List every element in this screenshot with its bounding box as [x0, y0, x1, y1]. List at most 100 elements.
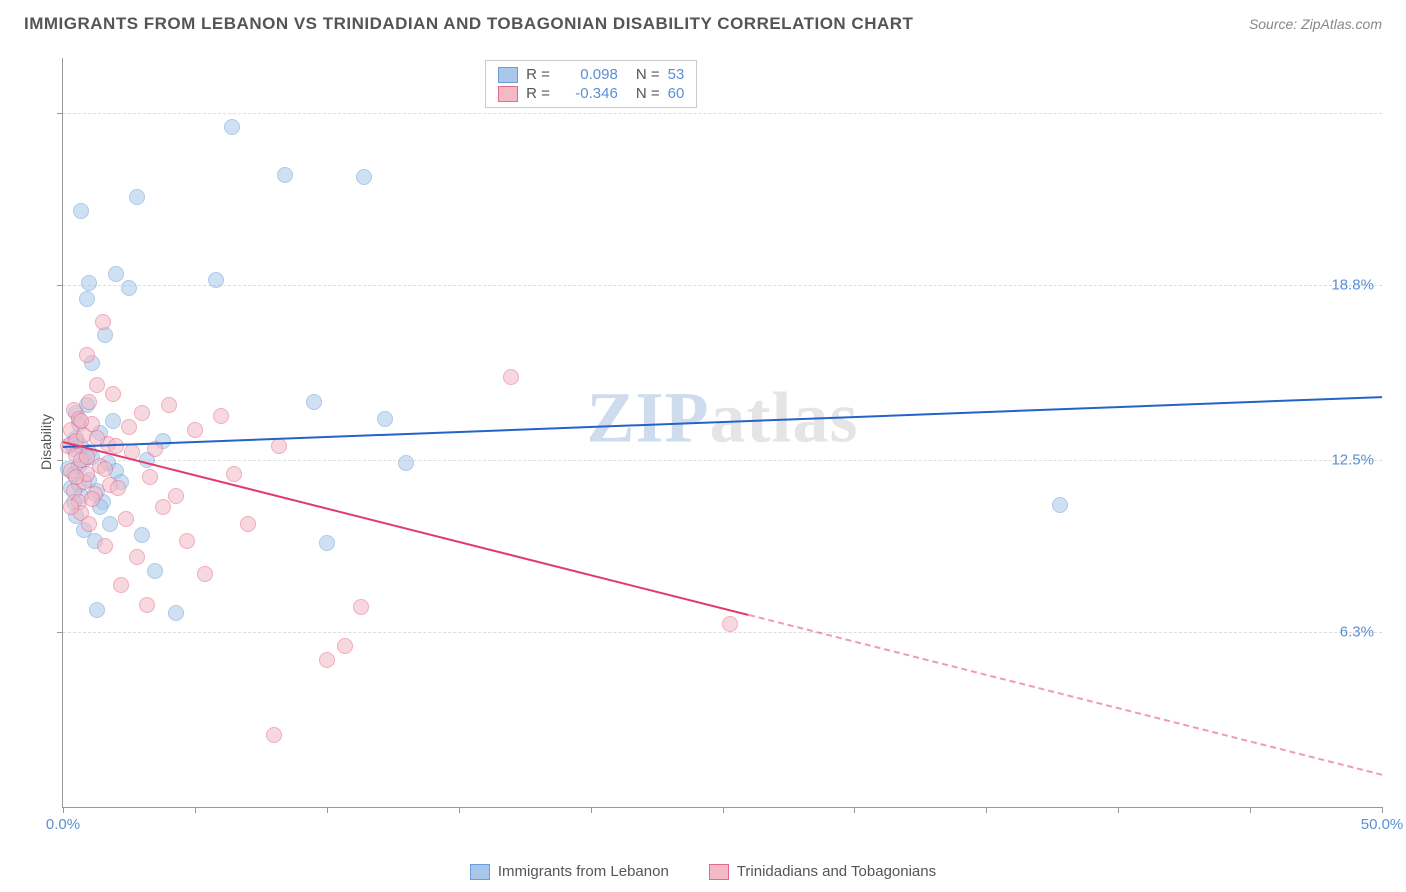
- x-tick: [195, 807, 196, 813]
- data-point: [73, 413, 89, 429]
- data-point: [356, 169, 372, 185]
- legend-swatch: [470, 864, 490, 880]
- data-point: [121, 419, 137, 435]
- x-tick: [854, 807, 855, 813]
- x-tick: [591, 807, 592, 813]
- legend-r-value: -0.346: [558, 85, 618, 102]
- data-point: [168, 488, 184, 504]
- y-tick-label: 12.5%: [1331, 452, 1374, 469]
- data-point: [213, 408, 229, 424]
- data-point: [121, 280, 137, 296]
- y-tick: [57, 632, 63, 633]
- data-point: [110, 480, 126, 496]
- gridline: [63, 113, 1382, 114]
- data-point: [503, 369, 519, 385]
- correlation-legend: R = 0.098 N = 53 R = -0.346 N = 60: [485, 60, 697, 108]
- data-point: [97, 327, 113, 343]
- x-tick: [459, 807, 460, 813]
- data-point: [134, 527, 150, 543]
- data-point: [68, 469, 84, 485]
- legend-item: Immigrants from Lebanon: [470, 863, 669, 880]
- x-tick: [63, 807, 64, 813]
- x-tick: [986, 807, 987, 813]
- data-point: [134, 405, 150, 421]
- gridline: [63, 285, 1382, 286]
- data-point: [102, 516, 118, 532]
- data-point: [337, 638, 353, 654]
- legend-r-label: R =: [526, 66, 550, 83]
- data-point: [319, 535, 335, 551]
- trend-line: [749, 614, 1383, 776]
- data-point: [79, 291, 95, 307]
- data-point: [197, 566, 213, 582]
- y-tick: [57, 113, 63, 114]
- y-tick: [57, 285, 63, 286]
- data-point: [63, 499, 79, 515]
- chart-container: Disability ZIPatlas R =0.098N =53R =-0.3…: [24, 48, 1382, 836]
- data-point: [277, 167, 293, 183]
- y-tick-label: 6.3%: [1340, 624, 1374, 641]
- gridline: [63, 460, 1382, 461]
- data-point: [118, 511, 134, 527]
- legend-n-label: N =: [636, 85, 660, 102]
- legend-row: R = -0.346 N = 60: [498, 84, 684, 103]
- legend-n-label: N =: [636, 66, 660, 83]
- x-tick: [1118, 807, 1119, 813]
- data-point: [89, 377, 105, 393]
- x-tick: [327, 807, 328, 813]
- series-legend: Immigrants from Lebanon Trinidadians and …: [0, 863, 1406, 880]
- y-tick: [57, 460, 63, 461]
- data-point: [113, 577, 129, 593]
- legend-swatch: [498, 86, 518, 102]
- data-point: [89, 602, 105, 618]
- x-tick-label: 50.0%: [1361, 816, 1404, 833]
- data-point: [81, 516, 97, 532]
- data-point: [179, 533, 195, 549]
- data-point: [168, 605, 184, 621]
- legend-r-value: 0.098: [558, 66, 618, 83]
- data-point: [129, 549, 145, 565]
- x-tick: [1250, 807, 1251, 813]
- data-point: [142, 469, 158, 485]
- data-point: [266, 727, 282, 743]
- data-point: [187, 422, 203, 438]
- data-point: [377, 411, 393, 427]
- data-point: [224, 119, 240, 135]
- legend-n-value: 60: [668, 85, 685, 102]
- plot-area: ZIPatlas R =0.098N =53R =-0.346N =60 6.3…: [62, 58, 1382, 808]
- legend-n-value: 53: [668, 66, 685, 83]
- gridline: [63, 632, 1382, 633]
- data-point: [105, 413, 121, 429]
- legend-swatch: [709, 864, 729, 880]
- data-point: [108, 266, 124, 282]
- data-point: [81, 394, 97, 410]
- data-point: [105, 386, 121, 402]
- x-tick: [1382, 807, 1383, 813]
- data-point: [97, 461, 113, 477]
- data-point: [97, 538, 113, 554]
- legend-swatch: [498, 67, 518, 83]
- data-point: [226, 466, 242, 482]
- data-point: [129, 189, 145, 205]
- data-point: [95, 314, 111, 330]
- data-point: [208, 272, 224, 288]
- x-tick-label: 0.0%: [46, 816, 80, 833]
- data-point: [398, 455, 414, 471]
- data-point: [306, 394, 322, 410]
- data-point: [147, 563, 163, 579]
- data-point: [161, 397, 177, 413]
- data-point: [271, 438, 287, 454]
- legend-label: Immigrants from Lebanon: [498, 863, 669, 880]
- y-tick-label: 18.8%: [1331, 277, 1374, 294]
- trend-line: [63, 396, 1382, 448]
- data-point: [353, 599, 369, 615]
- data-point: [84, 491, 100, 507]
- data-point: [319, 652, 335, 668]
- x-tick: [723, 807, 724, 813]
- data-point: [79, 449, 95, 465]
- data-point: [240, 516, 256, 532]
- data-point: [722, 616, 738, 632]
- legend-r-label: R =: [526, 85, 550, 102]
- legend-label: Trinidadians and Tobagonians: [737, 863, 936, 880]
- y-axis-label: Disability: [38, 414, 54, 470]
